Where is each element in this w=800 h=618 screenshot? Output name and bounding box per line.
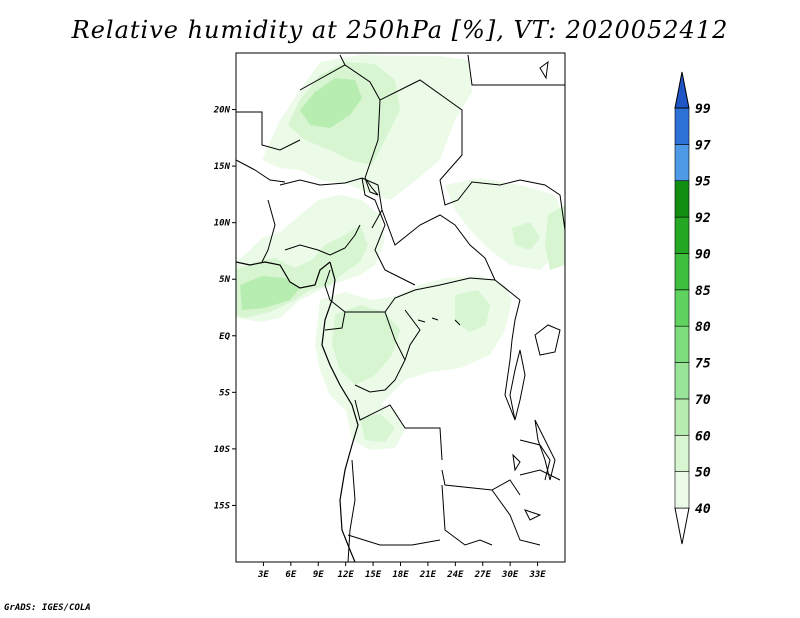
colorbar-label: 85 <box>695 284 711 299</box>
lon-tick-label: 30E <box>501 570 519 580</box>
lon-axis: 3E 6E 9E 12E 15E 18E 21E 24E 27E 30E 33E <box>257 562 546 580</box>
colorbar-label: 99 <box>695 102 711 117</box>
colorbar-segment <box>674 144 690 182</box>
lakes <box>364 60 561 521</box>
map-title: Relative humidity at 250hPa [%], VT: 202… <box>71 16 729 44</box>
country-borders <box>236 54 565 562</box>
colorbar-segment <box>674 253 690 291</box>
colorbar-arrow-high <box>674 71 690 109</box>
colorbar-label: 50 <box>695 466 711 481</box>
lon-tick-label: 12E <box>338 570 355 580</box>
lat-tick-label: EQ <box>219 332 230 342</box>
rh-field-ethiopia-edge <box>545 205 565 270</box>
colorbar-label: 95 <box>695 175 711 190</box>
lon-tick-label: 24E <box>446 570 464 580</box>
lon-tick-label: 18E <box>392 570 409 580</box>
lon-tick-label: 15E <box>365 570 382 580</box>
lon-tick-label: 27E <box>474 570 492 580</box>
lon-tick-label: 9E <box>313 570 324 580</box>
lon-tick-label: 33E <box>528 570 546 580</box>
rh-field-sudan-patch <box>512 222 540 250</box>
credit-label: GrADS: IGES/COLA <box>4 603 91 613</box>
coastline <box>236 261 359 562</box>
colorbar-label: 90 <box>695 247 711 262</box>
colorbar-segment <box>674 180 690 218</box>
colorbar-label: 92 <box>695 211 711 226</box>
colorbar-segment <box>674 471 690 509</box>
colorbar-segment <box>674 289 690 327</box>
lat-tick-label: 20N <box>213 106 231 116</box>
humidity-fields <box>236 55 565 450</box>
lon-tick-label: 3E <box>257 570 269 580</box>
colorbar-segment <box>674 362 690 400</box>
lat-tick-label: 10N <box>214 219 231 229</box>
colorbar-label: 70 <box>695 393 711 408</box>
colorbar-segment <box>674 216 690 254</box>
lat-tick-label: 15N <box>214 162 231 172</box>
lat-tick-label: 5S <box>219 388 230 398</box>
lat-tick-label: 15S <box>214 501 231 511</box>
rh-field-sudan <box>445 178 565 270</box>
colorbar-segment <box>674 398 690 436</box>
lat-tick-label: 5N <box>219 275 230 285</box>
colorbar: 40 50 60 70 75 80 85 90 92 95 97 99 <box>674 71 711 545</box>
lat-axis: 20N 15N 10N 5N EQ 5S 10S 15S <box>213 106 236 511</box>
rh-field-guinea-peak <box>240 276 300 310</box>
colorbar-label: 60 <box>695 429 711 444</box>
rh-field-sahara-peak <box>300 78 362 128</box>
lon-tick-label: 21E <box>419 570 437 580</box>
colorbar-arrow-low <box>674 507 690 545</box>
colorbar-label: 40 <box>695 502 711 517</box>
colorbar-label: 80 <box>695 320 711 335</box>
lon-tick-label: 6E <box>285 570 296 580</box>
rh-field-east-congo <box>455 290 490 332</box>
rh-field-angola-core <box>360 414 395 442</box>
colorbar-segment <box>674 434 690 472</box>
colorbar-label: 97 <box>695 138 711 153</box>
colorbar-label: 75 <box>695 357 711 372</box>
colorbar-segment <box>674 107 690 145</box>
lat-tick-label: 10S <box>214 445 231 455</box>
rh-field-congo-core <box>332 305 400 385</box>
colorbar-segment <box>674 325 690 363</box>
